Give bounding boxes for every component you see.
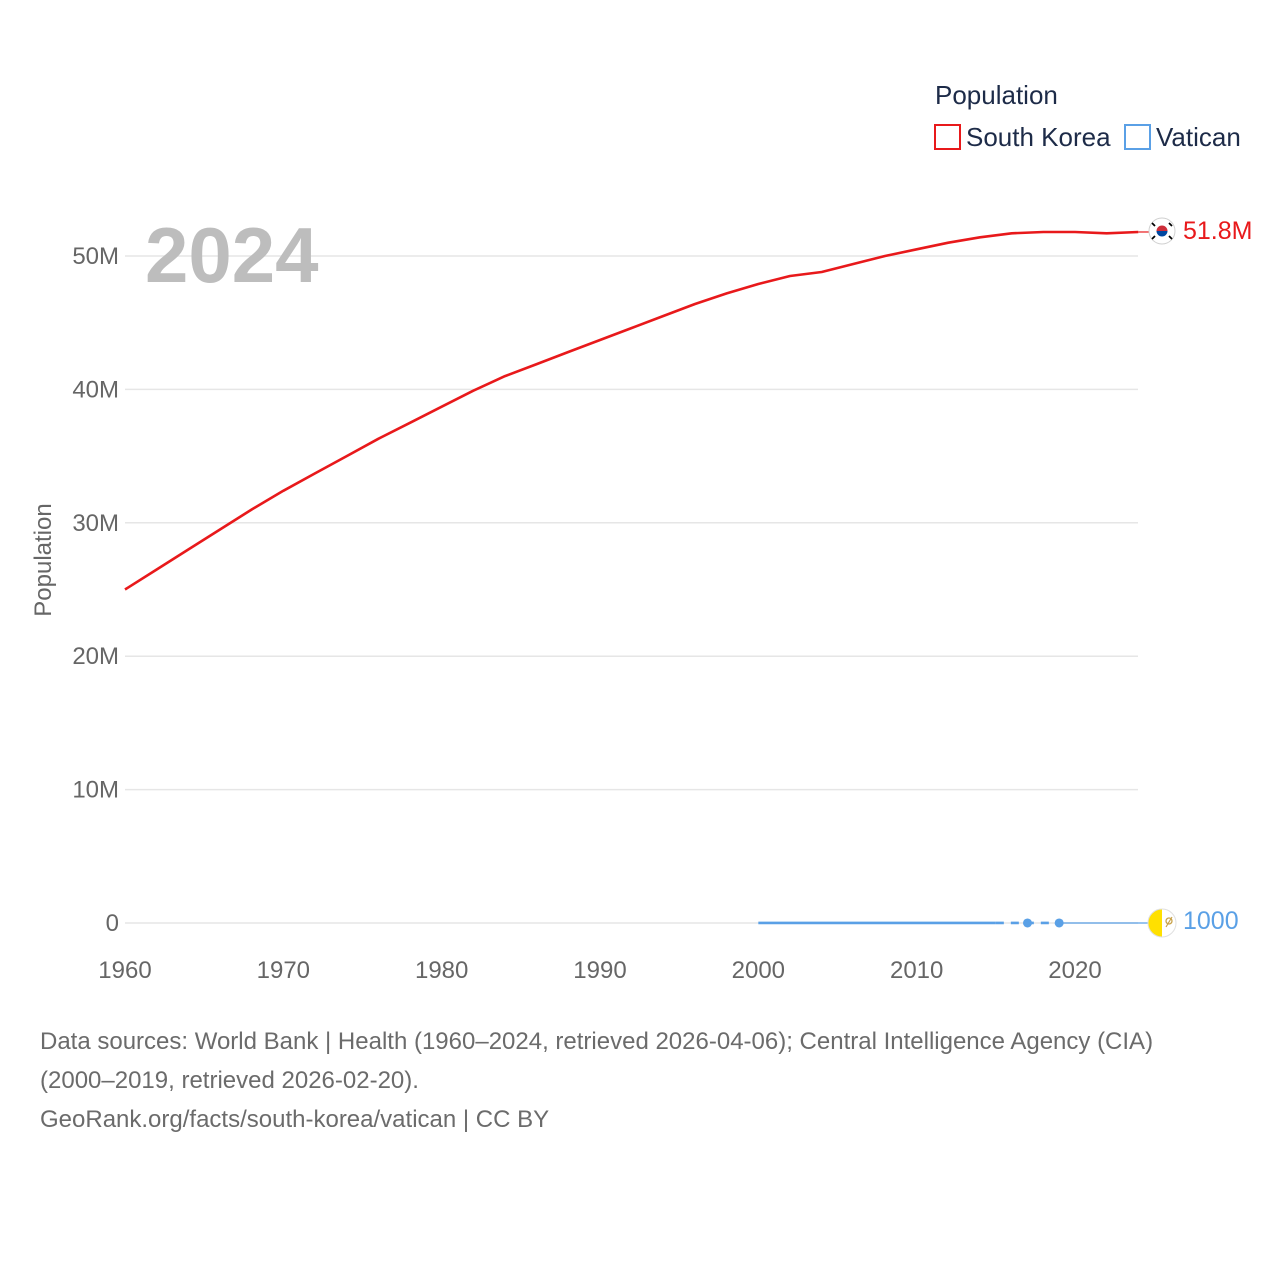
y-tick-label: 30M [72,510,119,537]
series [124,230,1150,928]
x-tick-label: 1960 [98,957,151,984]
x-tick-label: 1990 [573,957,626,984]
x-tick-label: 2020 [1048,957,1101,984]
end-label-vatican: 1000 [1183,907,1239,935]
legend-swatch-south-korea [934,124,961,150]
legend-item-south-korea[interactable]: South Korea [934,122,1111,152]
data-sources-line-1: Data sources: World Bank | Health (1960–… [40,1028,1154,1055]
y-tick-label: 20M [72,643,119,670]
data-sources-line-2: (2000–2019, retrieved 2026-02-20). [40,1067,419,1094]
series-line-south-korea [124,230,1139,591]
series-point-vatican [1023,918,1032,928]
legend-title: Population [935,80,1058,110]
legend-label-south-korea: South Korea [966,122,1111,152]
x-tick-label: 1980 [415,957,468,984]
legend: Population South Korea Vatican [934,80,1241,152]
legend-label-vatican: Vatican [1156,122,1241,152]
end-label-south-korea: 51.8M [1183,217,1252,245]
y-tick-label: 50M [72,243,119,270]
y-axis-ticks: 0 10M 20M 30M 40M 50M [72,243,119,937]
legend-item-vatican[interactable]: Vatican [1124,122,1241,152]
year-display: 2024 [145,211,319,299]
x-tick-label: 2000 [732,957,785,984]
y-tick-label: 0 [106,910,119,937]
x-axis-ticks: 1960 1970 1980 1990 2000 2010 2020 [98,957,1101,984]
population-chart: Population South Korea Vatican 0 10M 20M 30… [30,80,1252,984]
footer: Data sources: World Bank | Health (1960–… [40,1022,1250,1139]
vatican-flag-icon [1147,908,1177,938]
y-tick-label: 10M [72,777,119,804]
source-url[interactable]: GeoRank.org/facts/south-korea/vatican | … [40,1106,550,1133]
south-korea-flag-icon [1148,217,1176,245]
y-tick-label: 40M [72,376,119,403]
x-tick-label: 2010 [890,957,943,984]
y-axis-label: Population [30,503,57,616]
gridlines [125,255,1138,924]
x-tick-label: 1970 [257,957,310,984]
legend-swatch-vatican [1124,124,1151,150]
